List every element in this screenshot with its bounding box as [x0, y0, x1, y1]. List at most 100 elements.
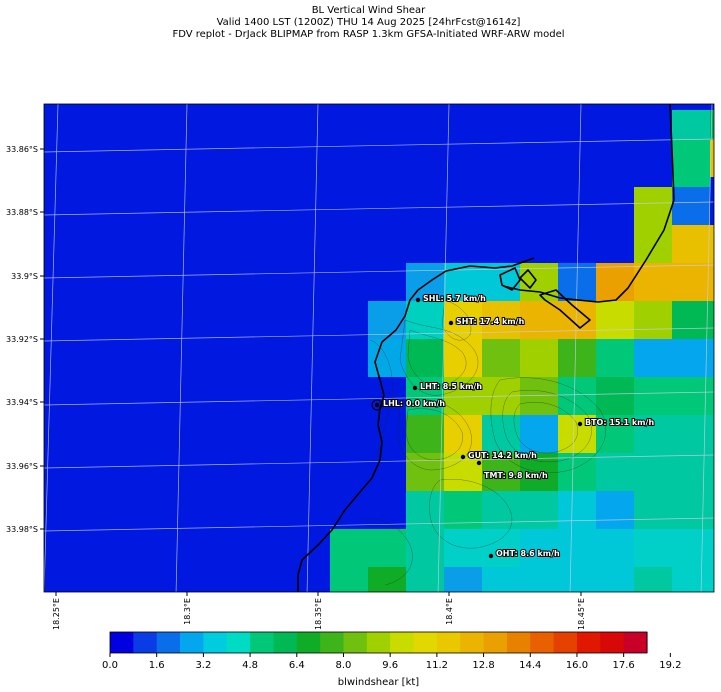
colorbar-swatch [390, 632, 415, 653]
colorbar-swatch [110, 632, 134, 653]
station-tmt[interactable]: TMT: 9.8 km/h [476, 460, 549, 481]
colorbar-tick-label: 17.6 [613, 660, 635, 671]
shear-grid-cell [330, 529, 368, 567]
lat-tick-label: 33.94°S [6, 398, 38, 407]
shear-grid-cell [672, 177, 710, 187]
shear-grid-cell [596, 491, 634, 529]
colorbar-tick-label: 12.8 [472, 660, 494, 671]
shear-grid-cell [406, 301, 444, 339]
colorbar-tick-label: 1.6 [149, 660, 165, 671]
graticule [44, 104, 714, 592]
shear-grid-cell [634, 301, 672, 339]
shear-grid-cell [520, 377, 558, 415]
graticule-lon-line [437, 104, 450, 592]
colorbar-swatch [273, 632, 298, 653]
colorbar-tick-label: 11.2 [426, 660, 448, 671]
shear-grid-cell [596, 339, 634, 377]
colorbar-swatch [576, 632, 601, 653]
station-ring [371, 399, 383, 411]
shear-grid-cell [596, 529, 634, 567]
shear-grid-cell [520, 491, 558, 529]
colorbar-tick-label: 9.6 [382, 660, 398, 671]
terrain-contours [359, 299, 607, 586]
shear-grid-cell [482, 491, 520, 529]
shear-grid-cell [444, 339, 482, 377]
station-label: GUT: 14.2 km/h [468, 451, 537, 460]
colorbar-tick-label: 0.0 [102, 660, 118, 671]
graticule-lon-line [569, 104, 582, 592]
station-marker [412, 385, 418, 391]
shear-grid-cell [596, 301, 634, 339]
station-lhl[interactable]: LHL: 0.0 km/h [371, 398, 446, 411]
colorbar-swatch [180, 632, 204, 653]
shear-grid-cell [672, 491, 714, 529]
shear-grid-cell [634, 263, 714, 301]
colorbar-swatch [460, 632, 485, 653]
colorbar-swatch [343, 632, 368, 653]
lat-tick-label: 33.9°S [11, 272, 38, 281]
shear-grid-cell [368, 529, 406, 567]
harbour-breakwater [499, 267, 521, 291]
colorbar-tick-label: 3.2 [195, 660, 211, 671]
chart-title-block: BL Vertical Wind Shear Valid 1400 LST (1… [0, 5, 721, 41]
shear-grid-cell [672, 225, 714, 263]
shear-grid-cell [710, 140, 714, 177]
station-lht[interactable]: LHT: 8.5 km/h [412, 381, 483, 392]
colorbar-swatch [133, 632, 158, 653]
station-bto[interactable]: BTO: 15.1 km/h [577, 417, 655, 428]
graticule-lat-line [44, 201, 714, 216]
shear-grid-cell [520, 339, 558, 377]
station-marker [415, 297, 421, 303]
shear-grid-cell [634, 339, 714, 377]
station-label: SHT: 17.4 km/h [456, 317, 525, 326]
colorbar-tick-label: 8.0 [336, 660, 352, 671]
shear-grid-cell [596, 567, 634, 592]
shear-grid-cell [634, 491, 672, 529]
colorbar-frame [109, 631, 648, 654]
shear-grid-cell [558, 453, 596, 491]
station-oht[interactable]: OHT: 8.6 km/h [488, 548, 561, 559]
shear-grid-cell [520, 301, 558, 339]
colorbar-swatch [553, 632, 578, 653]
colorbar-swatch [413, 632, 438, 653]
colorbar-swatch [203, 632, 228, 653]
coastline-main [297, 257, 535, 592]
graticule-lat-line [44, 138, 714, 153]
shear-grid-cell [558, 529, 596, 567]
station-gut[interactable]: GUT: 14.2 km/h [460, 450, 538, 461]
shear-grid-cell [330, 567, 368, 592]
harbour-wall-2 [519, 269, 537, 289]
shear-grid-cell [596, 415, 634, 453]
shear-grid-cell [406, 453, 444, 491]
map-frame [43, 103, 715, 593]
shear-grid-cell [558, 339, 596, 377]
shear-grid-cell [406, 263, 444, 301]
station-label: SHL: 5.7 km/h [423, 294, 486, 303]
shear-grid-cell [520, 415, 558, 453]
shear-grid-cell [444, 567, 482, 592]
graticule-lat-line [44, 517, 714, 532]
shear-grid-cell [558, 491, 596, 529]
shear-grid-cell [368, 301, 406, 339]
shear-grid-cell [596, 377, 634, 415]
station-shl[interactable]: SHL: 5.7 km/h [415, 293, 487, 304]
graticule-lon-line [700, 104, 713, 592]
shear-grid-cell [406, 567, 444, 592]
graticule-lat-line [44, 391, 714, 406]
shear-grid-cell [558, 377, 596, 415]
graticule-lat-line [44, 264, 714, 279]
shear-grid-cell [406, 339, 444, 377]
colorbar-swatches [110, 632, 648, 653]
station-sht[interactable]: SHT: 17.4 km/h [448, 316, 526, 327]
colorbar-swatch [483, 632, 508, 653]
shear-grid-cell [634, 225, 672, 263]
shear-grid-cell [672, 110, 710, 140]
stations: SHL: 5.7 km/h SHT: 17.4 km/h LHT: 8.5 km… [371, 293, 655, 559]
shear-grid-cell [406, 415, 444, 453]
shear-grid-cell [634, 377, 714, 415]
shear-grid-cell [368, 567, 406, 592]
graticule-lat-line [44, 327, 714, 342]
shear-grid-cell [634, 187, 672, 225]
colorbar-swatch [600, 632, 625, 653]
